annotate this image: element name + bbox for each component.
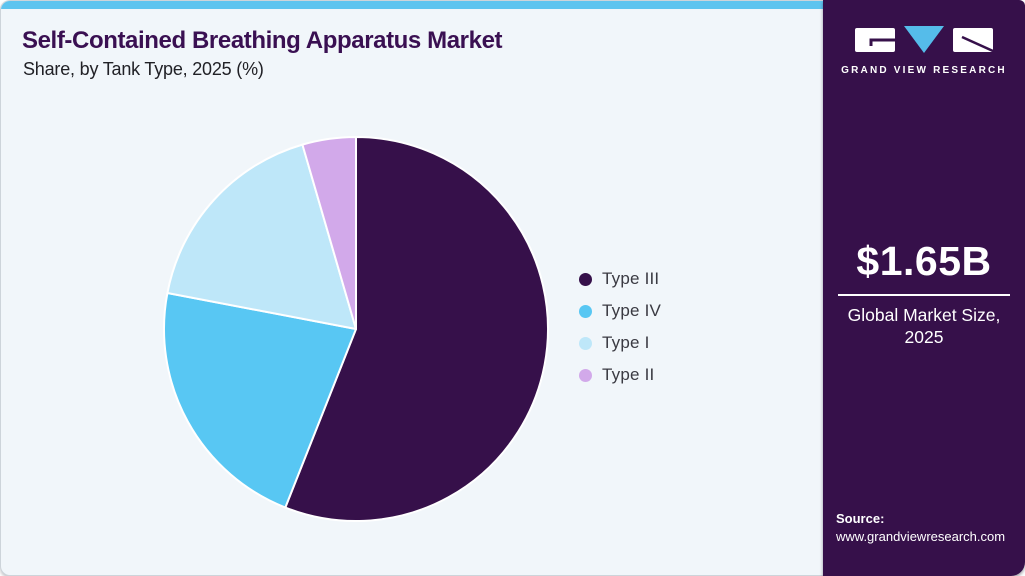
legend-item-type-iii: Type III xyxy=(579,269,661,289)
legend-label-type-iii: Type III xyxy=(602,269,660,288)
pie-slice-type-i xyxy=(166,143,357,330)
page-title: Self-Contained Breathing Apparatus Marke… xyxy=(22,27,503,54)
pie-slice-type-iv xyxy=(163,292,357,509)
gvr-logo-brand: GRAND VIEW RESEARCH xyxy=(841,65,1007,76)
source-label: Source: xyxy=(836,511,885,526)
pie-slice-type-iii xyxy=(284,136,549,522)
market-size-value: $1.65B xyxy=(856,238,992,284)
market-size-divider xyxy=(838,294,1010,296)
chart-panel: Self-Contained Breathing Apparatus Marke… xyxy=(0,0,823,576)
legend-label-type-iv: Type IV xyxy=(602,301,662,320)
legend-item-type-i: Type I xyxy=(579,333,661,353)
chart-legend: Type III Type IV Type I Type II xyxy=(579,269,661,397)
legend-dot-type-iii xyxy=(579,272,592,286)
gvr-logo-icon xyxy=(855,26,994,53)
source-url-link[interactable]: www.grandviewresearch.com xyxy=(836,529,1006,544)
source-block: Source: www.grandviewresearch.com xyxy=(836,511,1005,544)
legend-item-type-iv: Type IV xyxy=(579,301,661,321)
pie-chart-svg xyxy=(163,136,549,522)
pie-chart xyxy=(156,129,556,529)
legend-label-type-i: Type I xyxy=(602,333,650,352)
page-subtitle: Share, by Tank Type, 2025 (%) xyxy=(23,59,264,79)
legend-label-type-ii: Type II xyxy=(602,365,655,384)
market-size-label: Global Market Size, 2025 xyxy=(847,305,1001,347)
brand-sidebar: GRAND VIEW RESEARCH $1.65B Global Market… xyxy=(823,0,1025,576)
gvr-logo: GRAND VIEW RESEARCH xyxy=(823,26,1025,76)
legend-dot-type-iv xyxy=(579,304,592,318)
legend-item-type-ii: Type II xyxy=(579,365,661,385)
top-accent-bar xyxy=(1,1,823,9)
market-size-block: $1.65B Global Market Size, 2025 xyxy=(823,238,1025,348)
pie-slice-type-ii xyxy=(301,136,357,330)
legend-dot-type-ii xyxy=(579,368,592,382)
legend-dot-type-i xyxy=(579,336,592,350)
